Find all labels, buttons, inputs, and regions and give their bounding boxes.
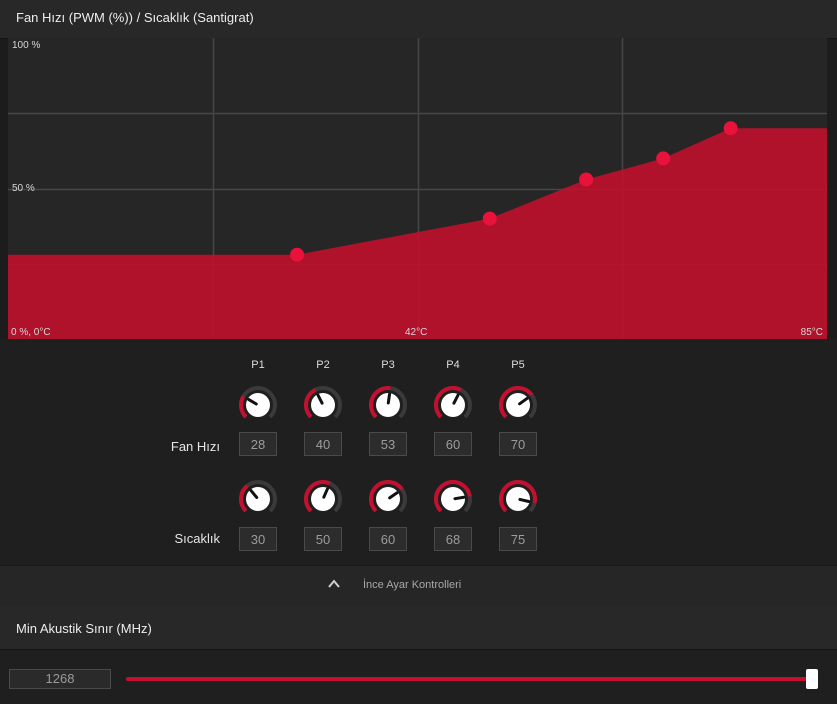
fan-curve-chart[interactable]: 100 % 50 % 0 %, 0°C 42°C 85°C <box>8 38 827 339</box>
column-label-p2: P2 <box>316 359 330 371</box>
temperature-input-p1[interactable]: 30 <box>239 527 277 551</box>
temperature-row-label: Sıcaklık <box>174 531 220 546</box>
fan-speed-knob-p5[interactable] <box>498 385 538 425</box>
x-mid-label: 42°C <box>405 327 428 338</box>
acoustic-limit-header: Min Akustik Sınır (MHz) <box>0 605 837 650</box>
temperature-knob-p2[interactable] <box>303 479 343 519</box>
knob-indicator <box>388 491 399 500</box>
curve-point-p2[interactable] <box>482 211 497 226</box>
knob-value-arc <box>499 480 537 513</box>
fan-speed-input-p3[interactable]: 53 <box>369 432 407 456</box>
knob-face <box>246 393 270 417</box>
origin-label: 0 %, 0°C <box>11 327 51 338</box>
column-label-p1: P1 <box>251 359 265 371</box>
fan-speed-input-p1[interactable]: 28 <box>239 432 277 456</box>
knob-value-arc <box>239 484 249 513</box>
fan-speed-knob-p4[interactable] <box>433 385 473 425</box>
y-max-label: 100 % <box>12 40 41 51</box>
knob-value-arc <box>304 480 331 513</box>
temperature-knob-p4[interactable] <box>433 479 473 519</box>
knob-value-arc <box>239 395 248 419</box>
curve-point-p5[interactable] <box>723 121 738 136</box>
acoustic-limit-title: Min Akustik Sınır (MHz) <box>16 621 152 636</box>
fine-tune-toggle[interactable]: İnce Ayar Kontrolleri <box>0 565 837 607</box>
fan-speed-input-p5[interactable]: 70 <box>499 432 537 456</box>
fan-curve-svg[interactable] <box>8 38 827 339</box>
curve-point-p1[interactable] <box>290 247 305 262</box>
knob-indicator <box>386 392 392 405</box>
temperature-input-p2[interactable]: 50 <box>304 527 342 551</box>
knob-indicator <box>518 497 531 504</box>
knob-value-arc <box>369 480 404 513</box>
fan-curve-title: Fan Hızı (PWM (%)) / Sıcaklık (Santigrat… <box>16 10 254 25</box>
fan-speed-input-p2[interactable]: 40 <box>304 432 342 456</box>
knob-indicator <box>518 397 529 406</box>
acoustic-limit-slider-thumb[interactable] <box>806 669 818 689</box>
knob-face <box>506 487 530 511</box>
fan-speed-knob-p3[interactable] <box>368 385 408 425</box>
knob-indicator <box>452 393 460 405</box>
knob-indicator <box>453 495 466 501</box>
column-label-p5: P5 <box>511 359 525 371</box>
knob-indicator <box>316 393 324 405</box>
y-mid-label: 50 % <box>12 183 35 194</box>
curve-point-p4[interactable] <box>656 151 671 166</box>
knob-value-arc <box>434 386 462 419</box>
x-max-label: 85°C <box>800 327 823 338</box>
temperature-input-p5[interactable]: 75 <box>499 527 537 551</box>
knob-value-arc <box>304 388 317 419</box>
knob-face <box>376 487 400 511</box>
temperature-knob-p5[interactable] <box>498 479 538 519</box>
column-label-p4: P4 <box>446 359 460 371</box>
fan-speed-knob-p2[interactable] <box>303 385 343 425</box>
fan-curve-header: Fan Hızı (PWM (%)) / Sıcaklık (Santigrat… <box>0 0 837 39</box>
curve-point-p3[interactable] <box>579 172 594 187</box>
knob-indicator <box>249 489 259 499</box>
temperature-input-p4[interactable]: 68 <box>434 527 472 551</box>
knob-face <box>506 393 530 417</box>
fine-tune-label: İnce Ayar Kontrolleri <box>363 579 462 591</box>
knob-value-arc <box>369 386 391 419</box>
chevron-up-icon <box>328 579 340 588</box>
fan-speed-knob-p1[interactable] <box>238 385 278 425</box>
fan-speed-row-label: Fan Hızı <box>170 439 220 454</box>
fan-speed-input-p4[interactable]: 60 <box>434 432 472 456</box>
knob-face <box>311 393 335 417</box>
point-controls-panel: P1 P2 P3 P4 P5 Fan Hızı Sıcaklık 28 40 5… <box>0 339 837 565</box>
temperature-input-p3[interactable]: 60 <box>369 527 407 551</box>
knob-indicator <box>247 397 258 406</box>
acoustic-limit-row: 1268 <box>0 650 837 704</box>
fan-curve-area <box>8 128 827 339</box>
knob-face <box>376 393 400 417</box>
acoustic-limit-slider-track[interactable] <box>126 677 814 681</box>
acoustic-limit-input[interactable]: 1268 <box>9 669 111 689</box>
temperature-knob-p3[interactable] <box>368 479 408 519</box>
column-label-p3: P3 <box>381 359 395 371</box>
knob-indicator <box>322 487 329 499</box>
knob-value-arc <box>499 386 534 419</box>
temperature-knob-p1[interactable] <box>238 479 278 519</box>
knob-face <box>441 487 465 511</box>
knob-face <box>441 393 465 417</box>
knob-face <box>311 487 335 511</box>
knob-value-arc <box>434 480 472 513</box>
